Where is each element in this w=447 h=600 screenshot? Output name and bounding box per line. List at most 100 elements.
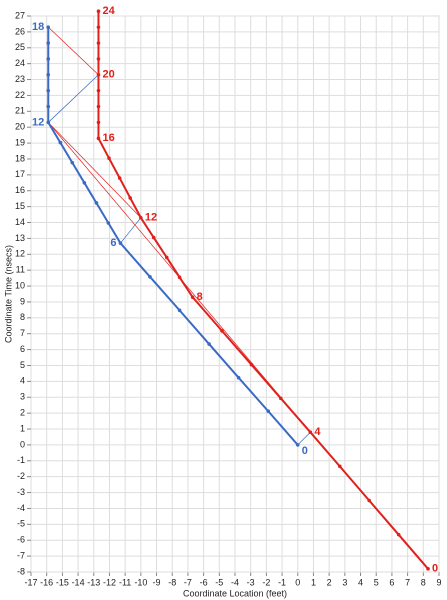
x-tick-label: -4 <box>231 577 239 587</box>
x-tick-label: -1 <box>278 577 286 587</box>
x-tick-label: 7 <box>405 577 410 587</box>
point <box>236 375 241 380</box>
point <box>308 430 313 435</box>
y-tick-label: 2 <box>20 408 25 418</box>
y-tick-label: 9 <box>20 296 25 306</box>
x-tick-label: -15 <box>56 577 69 587</box>
point-label: 18 <box>32 21 44 33</box>
point <box>46 41 51 45</box>
x-tick-label: -8 <box>168 577 176 587</box>
point <box>96 136 101 141</box>
point <box>96 25 101 29</box>
y-tick-label: 18 <box>15 153 25 163</box>
point-label: 4 <box>314 426 321 438</box>
x-tick-label: -6 <box>200 577 208 587</box>
x-tick-label: -12 <box>103 577 116 587</box>
point <box>96 88 101 93</box>
x-tick-label: -7 <box>184 577 192 587</box>
x-axis-title: Coordinate Location (feet) <box>183 588 287 598</box>
y-tick-label: 14 <box>15 217 25 227</box>
point <box>96 120 101 125</box>
point <box>177 308 182 313</box>
y-tick-label: 15 <box>15 201 25 211</box>
point <box>106 221 111 225</box>
x-tick-label: -16 <box>40 577 53 587</box>
point <box>96 57 101 61</box>
point-label: 8 <box>197 291 203 303</box>
x-tick-label: 4 <box>358 577 363 587</box>
point <box>46 120 51 125</box>
x-tick-label: 0 <box>295 577 300 587</box>
y-tick-label: 1 <box>20 423 25 433</box>
y-tick-label: 21 <box>15 106 25 116</box>
x-tick-label: 3 <box>342 577 347 587</box>
point <box>46 104 51 109</box>
x-tick-label: 2 <box>327 577 332 587</box>
point <box>177 275 182 280</box>
point <box>338 464 342 469</box>
y-tick-label: 17 <box>15 169 25 179</box>
x-tick-label: -14 <box>72 577 85 587</box>
x-tick-label: -17 <box>24 577 37 587</box>
point <box>82 181 87 185</box>
point <box>151 235 156 240</box>
x-tick-label: -9 <box>153 577 161 587</box>
x-tick-label: 9 <box>436 577 441 587</box>
point-label: 16 <box>102 132 114 144</box>
connector-line <box>120 217 142 244</box>
point-label: 0 <box>432 563 438 575</box>
y-tick-label: 6 <box>20 344 25 354</box>
y-tick-label: -6 <box>17 535 25 545</box>
y-tick-label: -5 <box>17 519 25 529</box>
y-tick-label: 20 <box>15 122 25 132</box>
y-tick-label: 13 <box>15 233 25 243</box>
x-tick-label: -11 <box>119 577 131 587</box>
y-tick-label: 4 <box>20 376 25 386</box>
point <box>249 362 254 367</box>
point <box>279 396 283 401</box>
point <box>107 156 111 160</box>
x-tick-label: -3 <box>247 577 255 587</box>
y-tick-label: 7 <box>20 328 25 338</box>
point-label: 6 <box>110 237 116 249</box>
y-tick-label: -8 <box>17 566 25 576</box>
y-tick-label: -4 <box>17 503 25 513</box>
point <box>96 41 101 45</box>
y-tick-label: -2 <box>17 471 25 481</box>
y-tick-label: 27 <box>15 10 25 20</box>
y-tick-label: 16 <box>15 185 25 195</box>
point <box>46 88 51 93</box>
point <box>96 9 101 14</box>
y-tick-label: 12 <box>15 249 25 259</box>
y-tick-label: 19 <box>15 137 25 147</box>
point <box>295 443 300 447</box>
connector-line <box>48 74 99 123</box>
x-tick-label: 1 <box>311 577 316 587</box>
y-tick-label: 3 <box>20 392 25 402</box>
y-tick-label: 10 <box>15 280 25 290</box>
point <box>190 295 195 299</box>
y-tick-label: -1 <box>17 455 25 465</box>
connector-line <box>48 122 142 218</box>
connector-line <box>48 26 99 76</box>
y-axis-title: Coordinate Time (nsecs) <box>3 245 13 343</box>
y-tick-label: 5 <box>20 360 25 370</box>
y-tick-label: 25 <box>15 42 25 52</box>
y-tick-label: 24 <box>15 58 25 68</box>
point <box>266 409 271 414</box>
point <box>128 196 132 200</box>
point <box>396 532 401 537</box>
y-tick-label: 11 <box>16 265 25 275</box>
point <box>94 201 99 205</box>
point <box>426 567 430 571</box>
point <box>367 498 371 503</box>
x-tick-label: 8 <box>421 577 426 587</box>
x-tick-label: 6 <box>389 577 394 587</box>
point <box>139 215 143 220</box>
point <box>148 275 152 279</box>
x-tick-label: 5 <box>374 577 379 587</box>
point <box>220 329 224 333</box>
point <box>118 241 123 245</box>
point-label: 20 <box>102 69 114 81</box>
